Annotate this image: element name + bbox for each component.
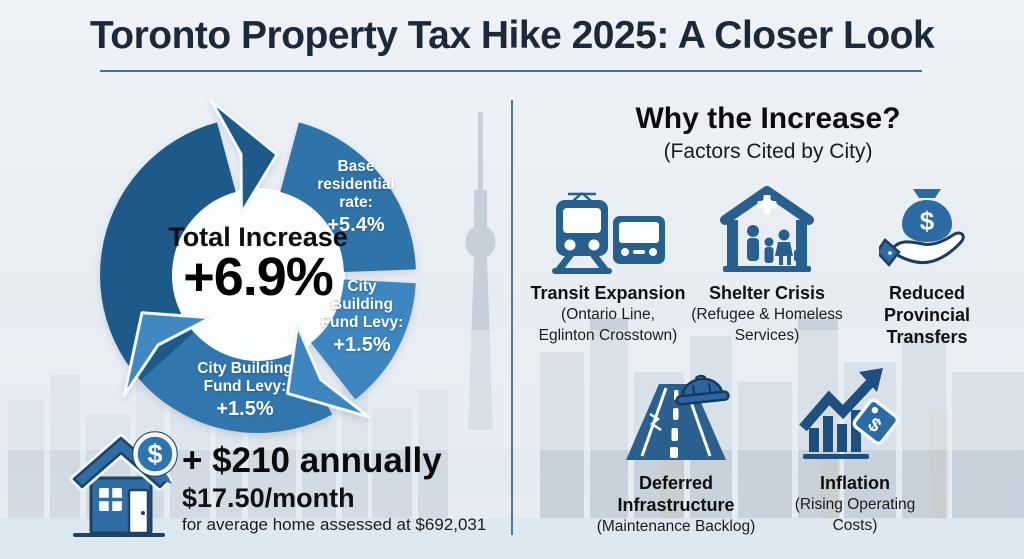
title-underline xyxy=(100,70,922,72)
hard-hat-icon xyxy=(675,374,730,406)
price-tag: $ xyxy=(852,398,900,445)
segment-label-cbfl-bottom: City Building Fund Levy: +1.5% xyxy=(175,360,315,421)
factor-deferred-infrastructure: Deferred Infrastructure (Maintenance Bac… xyxy=(576,364,776,537)
arrowhead-top xyxy=(209,99,279,215)
annual-increase-amount: + $210 annually xyxy=(182,441,442,480)
segment-label-text: Base residential rate: xyxy=(317,158,395,211)
homeowner-impact-block: $ + $210 annually $17.50/month for avera… xyxy=(60,425,510,555)
transit-train-bus-icon xyxy=(517,182,699,274)
factor-label: Inflation xyxy=(820,473,890,493)
factor-shelter-crisis: Shelter Crisis (Refugee & Homeless Servi… xyxy=(678,182,856,346)
factor-label: Reduced Provincial Transfers xyxy=(883,283,971,347)
factor-inflation: $ Inflation (Rising Operating Costs) xyxy=(755,364,955,536)
factor-detail: (Ontario Line, Eglinton Crosstown) xyxy=(538,306,678,344)
money-bag-in-hand-icon: $ xyxy=(842,182,1012,274)
road-crack xyxy=(649,412,662,432)
factors-subtitle: (Factors Cited by City) xyxy=(663,140,873,163)
cracked-road-hard-hat-icon xyxy=(576,364,776,464)
factors-title: Why the Increase? xyxy=(635,102,901,135)
donut-hole xyxy=(171,188,345,362)
factor-reduced-provincial-transfers: $ Reduced Provincial Transfers xyxy=(842,182,1012,348)
cycle-arc-dark xyxy=(100,122,237,410)
dollar-sign-glyph: $ xyxy=(147,439,162,469)
factor-label: Deferred Infrastructure xyxy=(617,473,735,515)
segment-label-base-residential: Base residential rate: +5.4% xyxy=(286,158,426,237)
cycle-arrows-graphic xyxy=(100,99,416,433)
section-divider xyxy=(511,100,513,535)
open-hand-shape xyxy=(891,231,965,265)
house-dollar-icon: $ xyxy=(70,431,178,537)
factor-detail: (Refugee & Homeless Services) xyxy=(691,306,843,344)
factor-transit-expansion: Transit Expansion (Ontario Line, Eglinto… xyxy=(517,182,699,346)
segment-label-text: City Building Fund Levy: xyxy=(320,278,404,331)
segment-value: +1.5% xyxy=(333,334,391,356)
page-title: Toronto Property Tax Hike 2025: A Closer… xyxy=(89,14,935,57)
shelter-family-icon xyxy=(678,182,856,274)
segment-label-cbfl-right: City Building Fund Levy: +1.5% xyxy=(292,278,432,357)
dollar-sign-glyph: $ xyxy=(920,206,935,236)
segment-base-residential-arc xyxy=(279,122,416,274)
tax-increase-cycle-chart: Total Increase +6.9% Base residential ra… xyxy=(78,88,438,458)
rising-chart-price-tag-icon: $ xyxy=(755,364,955,464)
cn-tower-silhouette xyxy=(465,112,496,430)
factor-label: Shelter Crisis xyxy=(708,283,826,303)
segment-label-text: City Building Fund Levy: xyxy=(197,360,293,395)
factor-detail: (Maintenance Backlog) xyxy=(596,518,756,535)
monthly-increase-amount: $17.50/month xyxy=(182,483,355,513)
average-home-note: for average home assessed at $692,031 xyxy=(182,515,487,534)
arrowhead-lower-right xyxy=(286,323,371,419)
total-increase-label: Total Increase xyxy=(168,222,348,252)
upward-arrowhead xyxy=(859,368,883,392)
medical-cross-icon xyxy=(757,195,777,214)
factor-label: Transit Expansion xyxy=(530,283,686,303)
segment-value: +5.4% xyxy=(327,214,385,236)
factor-detail: (Rising Operating Costs) xyxy=(794,496,916,534)
segment-cbfl-right-arc xyxy=(310,278,416,400)
segment-value: +1.5% xyxy=(216,398,274,420)
arrowhead-lower-left xyxy=(122,311,212,397)
total-increase-value: +6.9% xyxy=(183,247,334,307)
